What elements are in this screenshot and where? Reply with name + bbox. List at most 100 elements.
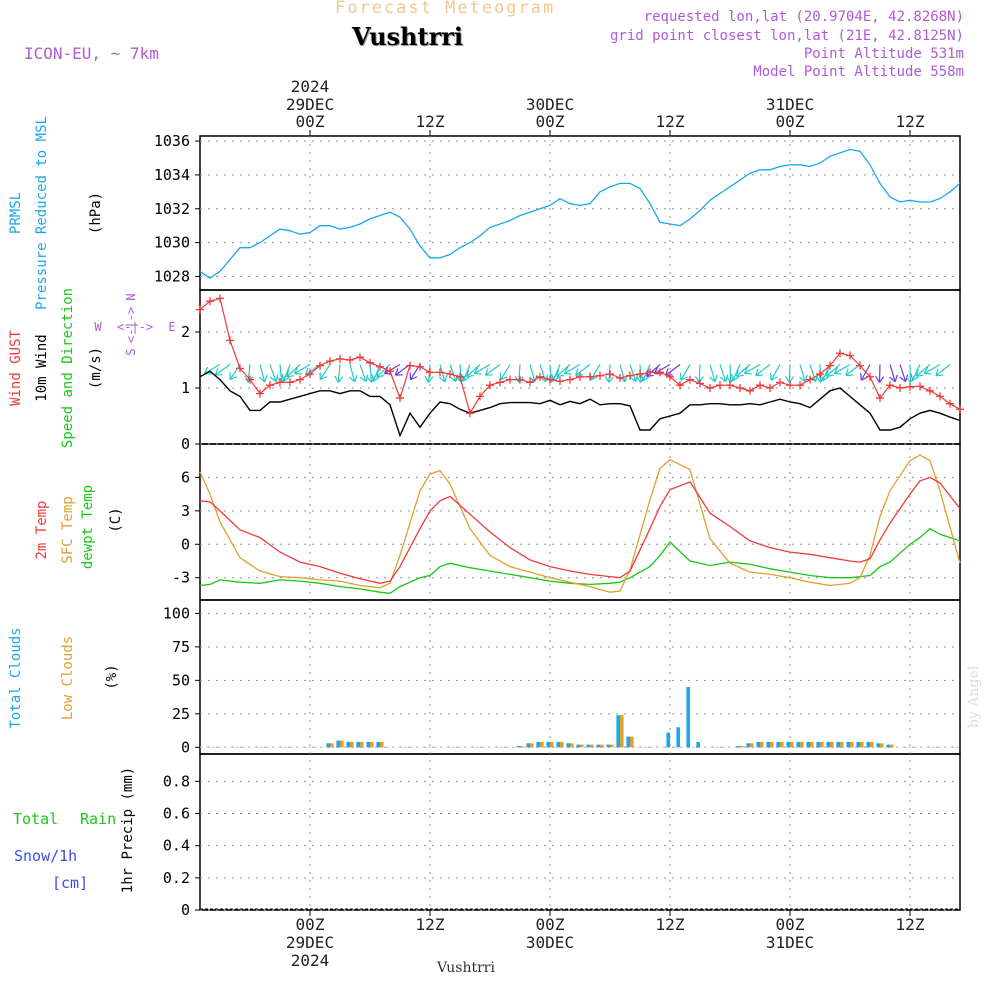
wind-direction-arrow bbox=[258, 364, 268, 383]
top-day-label: 30DEC bbox=[526, 95, 574, 114]
total-clouds-bar bbox=[836, 741, 840, 748]
gust-marker bbox=[946, 399, 954, 408]
total-clouds-bar bbox=[696, 741, 700, 748]
low-clouds-bar bbox=[340, 740, 344, 748]
low-clouds-bar bbox=[350, 741, 354, 748]
total-clouds-bar bbox=[676, 727, 680, 748]
gust-marker bbox=[236, 364, 244, 373]
clouds-ytick-label: 75 bbox=[172, 638, 190, 656]
wind-direction-arrow bbox=[281, 364, 291, 382]
wind-10m-label: 10m Wind bbox=[34, 334, 50, 401]
wind-direction-arrow bbox=[709, 364, 718, 383]
gust-marker bbox=[666, 372, 674, 381]
wind-direction-arrow bbox=[359, 364, 369, 382]
wind-direction-arrow bbox=[293, 363, 311, 375]
wind-direction-arrow bbox=[556, 364, 571, 378]
gust-marker bbox=[276, 378, 284, 387]
total-clouds-bar bbox=[356, 741, 360, 748]
gust-marker bbox=[766, 384, 774, 392]
total-clouds-bar bbox=[336, 740, 340, 748]
total-clouds-bar bbox=[756, 741, 760, 748]
dewpoint-line bbox=[199, 527, 961, 594]
wind-ytick-label: 1 bbox=[181, 379, 190, 397]
wind-direction-arrow bbox=[466, 364, 481, 378]
total-clouds-bar bbox=[776, 741, 780, 748]
wind-direction-arrow bbox=[730, 364, 741, 382]
total-clouds-bar bbox=[876, 743, 880, 748]
wind-direction-arrow bbox=[833, 363, 851, 375]
total-clouds-bar bbox=[576, 744, 580, 748]
wind-direction-arrow bbox=[743, 363, 761, 375]
total-clouds-bar bbox=[806, 741, 810, 748]
precip-snow-label: Snow/1h bbox=[14, 847, 77, 865]
wind-direction-arrow bbox=[319, 364, 331, 381]
gust-marker bbox=[566, 375, 574, 384]
gust-marker bbox=[656, 368, 664, 377]
gust-marker bbox=[856, 361, 864, 370]
precip-ytick-label: 0.8 bbox=[163, 772, 190, 790]
gust-marker bbox=[296, 375, 304, 384]
top-time-label: 00Z bbox=[296, 112, 325, 131]
bottom-year-label: 2024 bbox=[291, 951, 330, 970]
total-clouds-bar bbox=[856, 741, 860, 748]
wind-direction-arrow bbox=[719, 364, 729, 383]
low-clouds-bar bbox=[370, 741, 374, 748]
precip-ytick-label: 0.4 bbox=[163, 837, 190, 855]
gust-marker bbox=[496, 378, 504, 387]
gust-marker bbox=[386, 367, 394, 376]
clouds-ytick-label: 100 bbox=[163, 604, 190, 622]
precip-ytick-label: 0.6 bbox=[163, 805, 190, 823]
wind-direction-arrow bbox=[799, 364, 808, 383]
gust-marker bbox=[756, 381, 764, 390]
gust-marker bbox=[616, 373, 624, 382]
gust-marker bbox=[516, 375, 524, 384]
bottom-time-label: 00Z bbox=[296, 915, 325, 934]
total-clouds-bar bbox=[366, 741, 370, 748]
pressure-panel-frame bbox=[199, 135, 961, 291]
gust-marker bbox=[206, 297, 214, 306]
total-clouds-bar bbox=[616, 715, 620, 748]
gust-marker bbox=[416, 362, 424, 371]
pressure-unit: (hPa) bbox=[88, 192, 104, 234]
wind-direction-arrow bbox=[473, 363, 491, 375]
gust-marker bbox=[796, 381, 804, 390]
wind-ytick-label: 0 bbox=[181, 435, 190, 453]
gust-marker bbox=[316, 361, 324, 370]
temp-2m-line bbox=[199, 476, 961, 584]
compass-ns-arrow: <-|-> bbox=[124, 307, 138, 343]
clouds-ytick-label: 25 bbox=[172, 705, 190, 723]
bottom-time-label: 12Z bbox=[416, 915, 445, 934]
gust-marker bbox=[596, 371, 604, 380]
clouds-ytick-label: 0 bbox=[181, 738, 190, 756]
gust-marker bbox=[746, 386, 754, 395]
compass-north: N bbox=[124, 293, 138, 300]
wind-direction-arrow bbox=[348, 364, 358, 383]
total-clouds-bar bbox=[326, 743, 330, 748]
top-year-label: 2024 bbox=[291, 77, 330, 96]
wind-direction-arrow bbox=[575, 364, 591, 376]
compass-ew-arrow: <-|-> bbox=[117, 320, 153, 334]
precip-ytick-label: 0 bbox=[181, 901, 190, 919]
low-clouds-bar bbox=[570, 743, 574, 748]
gust-marker bbox=[886, 381, 894, 390]
gust-marker bbox=[466, 409, 474, 418]
top-time-label: 12Z bbox=[896, 112, 925, 131]
low-clouds-bar bbox=[590, 744, 594, 748]
low-clouds-bar bbox=[780, 741, 784, 748]
temp-unit: (C) bbox=[108, 507, 124, 532]
gust-marker bbox=[626, 371, 634, 380]
pressure-reduced-label: Pressure Reduced to MSL bbox=[34, 116, 50, 310]
total-clouds-bar bbox=[526, 743, 530, 748]
total-clouds-bar bbox=[686, 687, 690, 748]
wind-direction-arrow bbox=[484, 363, 501, 376]
bottom-location-label: Vushtrri bbox=[436, 960, 495, 976]
gust-marker bbox=[676, 381, 684, 390]
compass-east: E bbox=[168, 320, 175, 334]
gust-marker bbox=[226, 336, 234, 345]
wind-direction-arrow bbox=[424, 364, 434, 383]
low-clouds-bar bbox=[820, 741, 824, 748]
gust-marker bbox=[256, 389, 264, 398]
total-clouds-bar bbox=[596, 744, 600, 748]
gust-marker bbox=[866, 372, 874, 381]
